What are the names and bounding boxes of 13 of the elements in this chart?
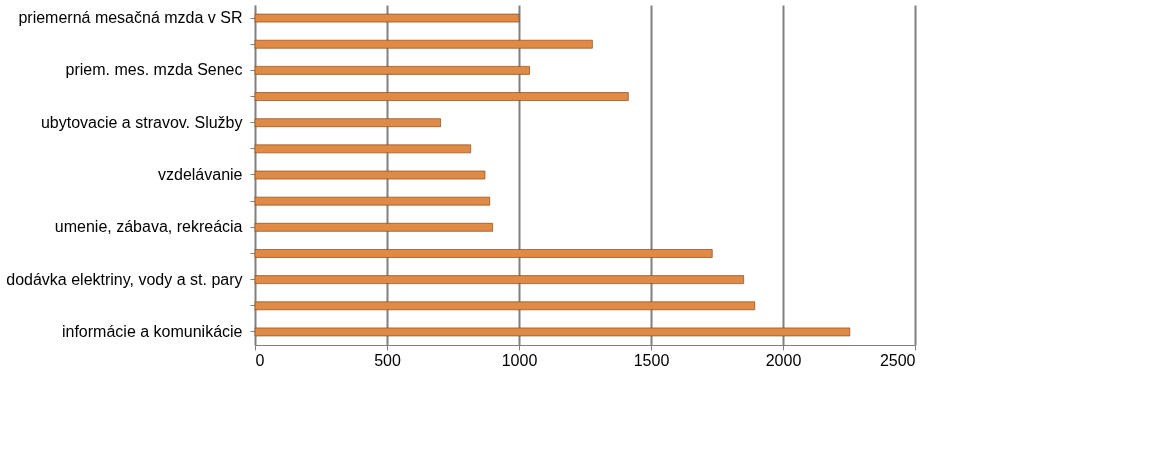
x-tick-label: 2000 <box>765 351 802 369</box>
x-tick-label: 500 <box>374 351 401 369</box>
x-tick-label: 0 <box>255 351 265 369</box>
x-tick-label: 1000 <box>501 351 538 369</box>
y-tick-label: umenie, zábava, rekreácia <box>54 218 243 236</box>
y-tick-label: ubytovacie a stravov. Služby <box>40 113 243 131</box>
x-tick-label: 1500 <box>633 351 670 369</box>
y-tick-label: priem. mes. mzda Senec <box>65 61 243 79</box>
y-tick-label: dodávka elektriny, vody a st. pary <box>6 270 243 288</box>
y-tick-label: informácie a komunikácie <box>61 322 243 340</box>
y-tick-label: priemerná mesačná mzda v SR <box>18 9 243 27</box>
y-tick-label: vzdelávanie <box>158 166 243 183</box>
x-tick-label: 2500 <box>879 351 916 369</box>
